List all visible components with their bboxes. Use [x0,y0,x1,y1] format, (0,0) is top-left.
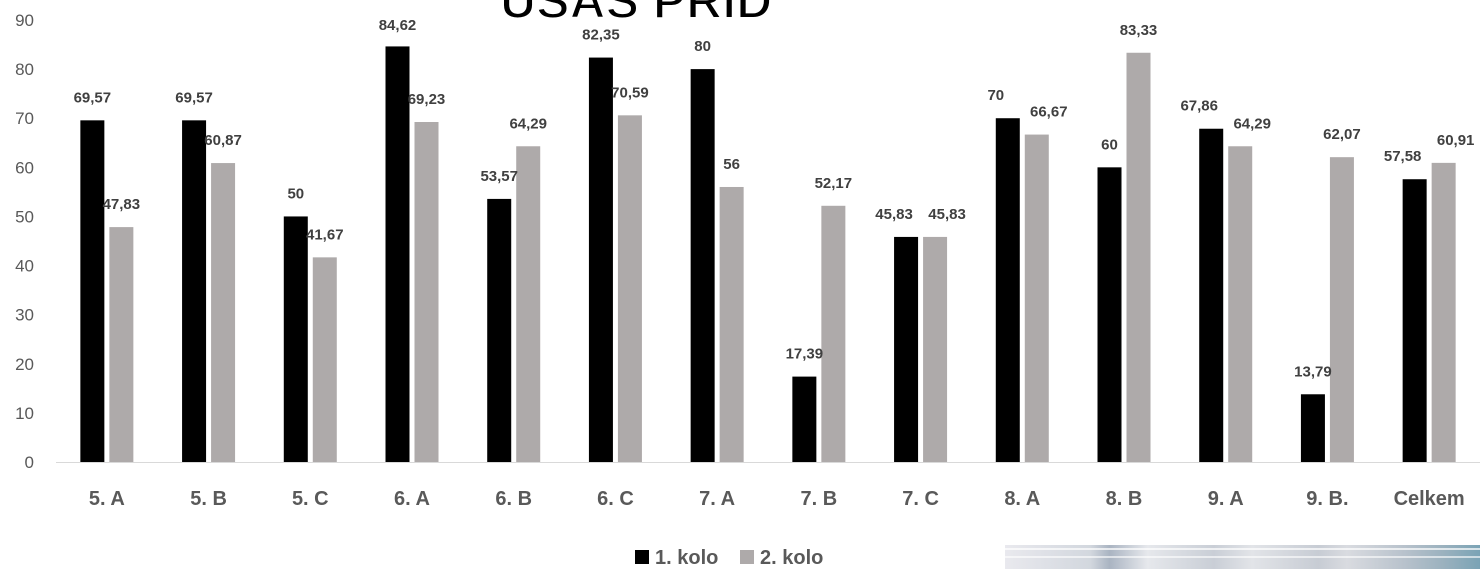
bar-1-kolo [1097,167,1122,463]
y-tick-label: 90 [15,11,34,30]
x-tick-label: 7. C [902,488,939,510]
data-label: 69,57 [175,89,213,106]
bar-1-kolo [385,46,410,462]
bars [80,46,1456,463]
y-tick-label: 50 [15,207,34,226]
data-label: 82,35 [582,27,620,44]
data-label: 64,29 [509,115,547,132]
bar-1-kolo [894,236,919,462]
legend: 1. kolo 2. kolo [635,547,823,569]
x-tick-label: 5. C [292,488,329,510]
data-label: 41,67 [306,226,344,243]
data-label: 13,79 [1294,363,1332,380]
bar-1-kolo [1199,128,1224,462]
data-label: 50 [287,185,304,202]
bar-1-kolo [182,120,207,463]
data-label: 60 [1101,136,1118,153]
data-label: 84,62 [379,17,417,34]
y-tick-label: 40 [15,257,34,276]
bar-2-kolo [1228,146,1253,463]
bar-1-kolo [1402,179,1427,463]
bar-1-kolo [1300,394,1325,462]
x-tick-label: Celkem [1394,488,1465,510]
y-axis: 0 10 20 30 40 50 60 70 80 90 [15,11,34,472]
data-label: 66,67 [1030,104,1068,121]
x-tick-label: 9. B. [1306,488,1348,510]
bar-2-kolo [1126,52,1151,462]
y-tick-label: 70 [15,109,34,128]
bar-2-kolo [211,163,236,462]
data-label: 69,57 [74,89,112,106]
x-tick-label: 8. A [1004,488,1040,510]
bar-2-kolo [719,186,744,462]
legend-label: 1. kolo [655,547,718,569]
x-tick-label: 5. B [190,488,227,510]
bar-2-kolo [1431,162,1456,462]
legend-swatch [740,550,754,564]
bar-1-kolo [588,57,613,462]
bar-1-kolo [690,69,715,462]
x-tick-label: 9. A [1208,488,1244,510]
data-label: 53,57 [480,168,518,185]
data-label: 60,87 [204,132,242,149]
y-tick-label: 10 [15,404,34,423]
bar-2-kolo [516,146,541,463]
x-tick-label: 7. A [699,488,735,510]
data-label: 17,39 [786,346,824,363]
y-tick-label: 0 [25,453,34,472]
data-label: 70 [987,87,1004,104]
data-label: 47,83 [103,196,141,213]
data-label: 83,33 [1120,22,1158,39]
photo-fragment [1005,545,1480,569]
data-label: 80 [694,38,711,55]
data-label: 62,07 [1323,126,1361,143]
x-tick-label: 6. A [394,488,430,510]
y-tick-label: 30 [15,306,34,325]
bar-2-kolo [1329,157,1354,462]
bar-1-kolo [995,118,1020,462]
legend-label: 2. kolo [760,547,823,569]
bar-1-kolo [487,198,512,462]
chart-title: ÚSAŠ PRID [500,0,772,29]
x-tick-label: 6. B [495,488,532,510]
data-label: 52,17 [815,175,853,192]
data-label: 56 [723,156,740,173]
bar-2-kolo [1024,134,1049,462]
data-labels: 69,57 47,83 69,57 60,87 50 41,67 84,62 69,23 53,… [74,17,1475,380]
bar-2-kolo [923,236,948,462]
bar-1-kolo [792,376,817,462]
bar-2-kolo [312,257,337,462]
data-label: 57,58 [1384,148,1422,165]
data-label: 67,86 [1180,98,1218,115]
x-tick-label: 6. C [597,488,634,510]
x-tick-label: 8. B [1106,488,1143,510]
data-label: 45,83 [928,206,966,223]
bar-1-kolo [80,120,105,463]
x-axis: 5. A 5. B 5. C 6. A 6. B 6. C 7. A 7. B 7. C 8. A… [56,462,1480,510]
bar-2-kolo [414,122,439,462]
data-label: 64,29 [1233,115,1271,132]
bar-2-kolo [821,205,846,462]
legend-swatch [635,550,649,564]
x-tick-label: 7. B [801,488,838,510]
bar-2-kolo [109,227,134,462]
y-tick-label: 60 [15,158,34,177]
data-label: 45,83 [875,206,913,223]
y-tick-label: 80 [15,60,34,79]
x-tick-label: 5. A [89,488,125,510]
bar-2-kolo [617,115,642,462]
data-label: 70,59 [611,84,649,101]
data-label: 69,23 [408,91,446,108]
y-tick-label: 20 [15,355,34,374]
bar-1-kolo [283,216,308,462]
data-label: 60,91 [1437,132,1475,149]
